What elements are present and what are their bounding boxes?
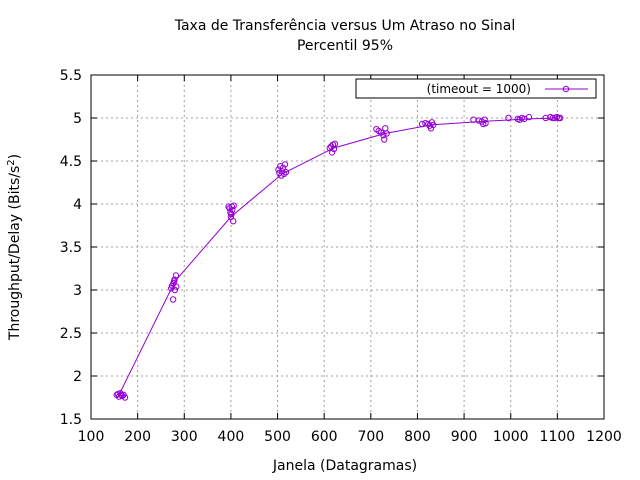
data-point [505, 114, 512, 122]
y-tick-label: 4.5 [60, 154, 82, 170]
data-point [430, 121, 437, 129]
x-tick-label: 600 [311, 429, 338, 445]
grid [91, 75, 604, 419]
data-point [228, 211, 235, 218]
data-point [482, 120, 489, 127]
legend-label: (timeout = 1000) [427, 82, 531, 96]
y-axis-title: Throughput/Delay (Bits/s2) [6, 154, 24, 341]
data-point [328, 149, 336, 156]
data-point [281, 161, 289, 168]
y-axis-title-close: ) [7, 154, 23, 159]
data-point [549, 114, 556, 122]
x-axis-title: Janela (Datagramas) [272, 458, 417, 474]
chart-title: Taxa de Transferência versus Um Atraso n… [174, 18, 516, 34]
y-tick-label: 5.5 [60, 68, 82, 84]
ticks [90, 74, 605, 420]
data-point [280, 170, 288, 178]
data-point [173, 283, 180, 290]
tick-labels: 100 200 300 400 500 600 700 800 900 1000 1100 1200 1… [60, 68, 622, 445]
y-tick-label: 1.5 [60, 412, 82, 428]
y-tick-label: 5 [73, 111, 82, 127]
series [113, 113, 564, 401]
chart-subtitle: Percentil 95% [297, 38, 393, 54]
legend-marker-sample [562, 85, 570, 93]
data-point [542, 114, 549, 122]
data-point [171, 286, 179, 294]
data-point [381, 136, 388, 143]
data-point [481, 116, 488, 123]
data-point [418, 120, 426, 128]
data-point [279, 164, 287, 172]
data-point [170, 278, 178, 285]
y-tick-label: 2.5 [60, 326, 82, 342]
data-point [383, 130, 390, 137]
x-tick-label: 300 [171, 429, 198, 445]
data-point [230, 202, 237, 209]
data-point [557, 114, 564, 122]
x-tick-label: 1100 [540, 429, 576, 445]
x-tick-label: 100 [78, 429, 105, 445]
data-point [169, 296, 177, 303]
legend: (timeout = 1000) [355, 78, 597, 99]
data-point [282, 169, 290, 176]
data-point [230, 218, 237, 225]
data-point [380, 132, 387, 139]
x-tick-label: 900 [451, 429, 478, 445]
data-point [118, 391, 125, 399]
x-tick-label: 1000 [493, 429, 529, 445]
x-tick-label: 1200 [586, 429, 622, 445]
y-tick-label: 4 [73, 197, 82, 213]
y-tick-label: 2 [73, 369, 82, 385]
x-tick-label: 700 [357, 429, 384, 445]
data-point [172, 272, 180, 279]
data-point [525, 113, 533, 121]
y-tick-label: 3.5 [60, 240, 82, 256]
x-tick-label: 500 [264, 429, 291, 445]
x-tick-label: 400 [218, 429, 245, 445]
legend-box [355, 78, 597, 99]
data-point [331, 140, 339, 148]
data-point [229, 206, 236, 214]
y-axis-title-main: Throughput/Delay (Bits/s [7, 166, 23, 341]
x-tick-label: 200 [124, 429, 151, 445]
y-tick-label: 3 [73, 283, 82, 299]
x-tick-label: 800 [404, 429, 431, 445]
data-point [114, 390, 122, 398]
y-axis-title-superscript: 2 [6, 159, 17, 165]
